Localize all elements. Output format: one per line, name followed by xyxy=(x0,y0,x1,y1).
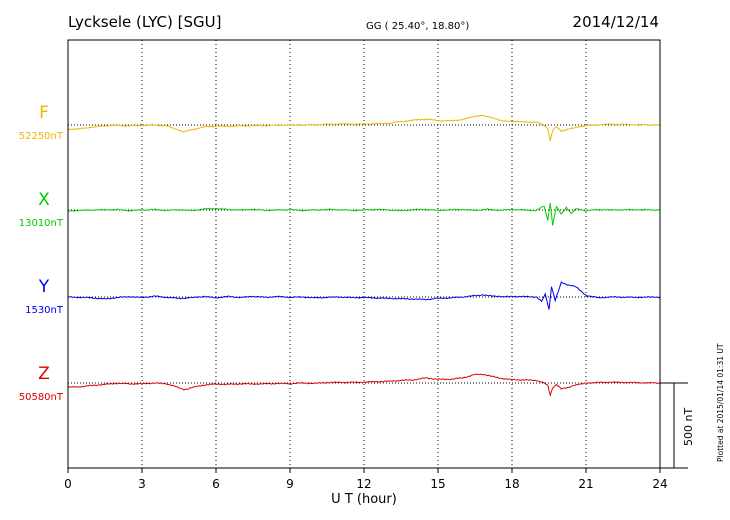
x-axis-ticks: 0 3 6 9 12 15 18 21 24 xyxy=(64,468,668,491)
scale-bar: 500 nT xyxy=(660,382,695,469)
series-name-z: Z xyxy=(38,364,50,384)
x-tick-label-15: 15 xyxy=(430,477,445,491)
x-tick-label-0: 0 xyxy=(64,477,72,491)
plotted-timestamp: Plotted at 2015/01/14 01:31 UT xyxy=(716,343,725,462)
series-line-z xyxy=(67,373,661,398)
station-title: Lycksele (LYC) [SGU] xyxy=(68,13,221,31)
series-line-f xyxy=(67,114,661,141)
series-name-y: Y xyxy=(38,277,50,297)
x-axis-label: U T (hour) xyxy=(331,492,397,507)
series-name-f: F xyxy=(39,103,49,123)
x-tick-label-12: 12 xyxy=(356,477,371,491)
scale-bar-label: 500 nT xyxy=(682,408,695,446)
series-name-x: X xyxy=(38,190,50,210)
coordinates-label: GG ( 25.40°, 18.80°) xyxy=(366,21,469,32)
grid-lines xyxy=(141,40,587,468)
component-labels: F 52250nT X 13010nT Y 1530nT Z 50580nT xyxy=(19,103,64,403)
baseline-label-f: 52250nT xyxy=(19,131,64,142)
x-tick-label-9: 9 xyxy=(286,477,294,491)
date-label: 2014/12/14 xyxy=(573,13,659,31)
baseline-label-x: 13010nT xyxy=(19,218,64,229)
baseline-label-y: 1530nT xyxy=(25,305,64,316)
baseline-label-z: 50580nT xyxy=(19,392,64,403)
x-tick-label-6: 6 xyxy=(212,477,220,491)
series-line-y xyxy=(67,281,661,310)
x-tick-label-18: 18 xyxy=(504,477,519,491)
x-tick-label-21: 21 xyxy=(578,477,593,491)
x-tick-label-3: 3 xyxy=(138,477,146,491)
x-tick-label-24: 24 xyxy=(652,477,667,491)
series-line-x xyxy=(67,202,661,226)
series-lines xyxy=(67,114,661,398)
